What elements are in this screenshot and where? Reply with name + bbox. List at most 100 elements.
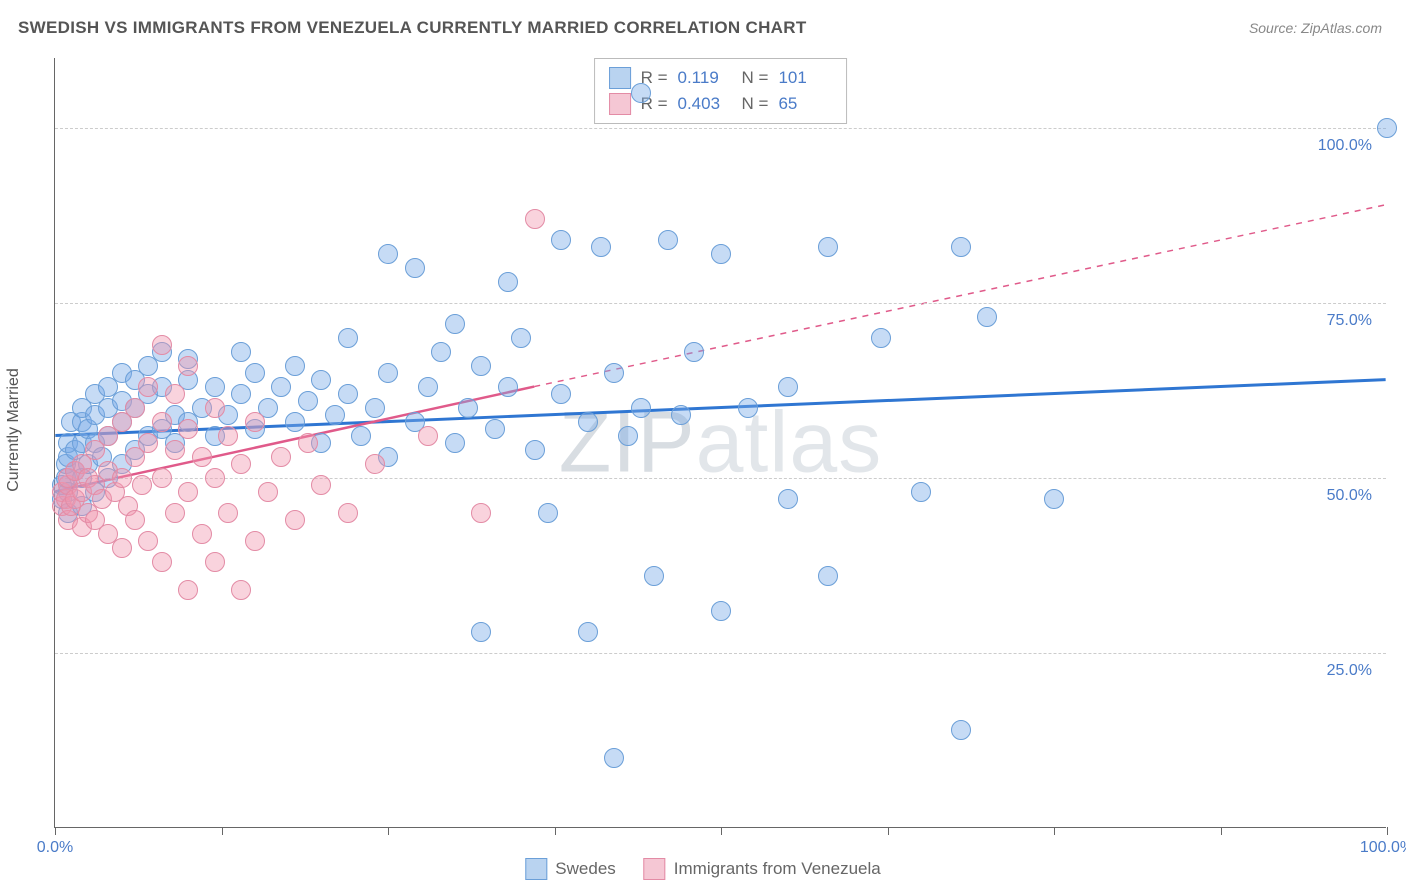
scatter-point (205, 377, 225, 397)
scatter-point (165, 384, 185, 404)
scatter-point (365, 398, 385, 418)
gridline (55, 653, 1386, 654)
scatter-point (951, 237, 971, 257)
scatter-point (231, 454, 251, 474)
scatter-point (311, 370, 331, 390)
scatter-point (738, 398, 758, 418)
scatter-point (471, 503, 491, 523)
y-tick-label: 25.0% (1327, 662, 1372, 680)
scatter-point (245, 531, 265, 551)
scatter-point (205, 468, 225, 488)
scatter-point (298, 433, 318, 453)
gridline (55, 128, 1386, 129)
scatter-point (525, 440, 545, 460)
scatter-point (471, 356, 491, 376)
scatter-point (711, 601, 731, 621)
scatter-point (911, 482, 931, 502)
scatter-point (271, 447, 291, 467)
legend-swatch (525, 858, 547, 880)
scatter-point (405, 258, 425, 278)
scatter-point (138, 531, 158, 551)
scatter-point (152, 552, 172, 572)
scatter-point (778, 489, 798, 509)
scatter-point (351, 426, 371, 446)
x-tick (721, 827, 722, 835)
scatter-point (445, 433, 465, 453)
legend-n-value: 101 (778, 68, 832, 88)
scatter-point (604, 748, 624, 768)
scatter-point (458, 398, 478, 418)
scatter-point (132, 475, 152, 495)
source-attribution: Source: ZipAtlas.com (1249, 20, 1382, 36)
y-tick-label: 50.0% (1327, 487, 1372, 505)
x-tick (55, 827, 56, 835)
scatter-point (245, 412, 265, 432)
scatter-point (1044, 489, 1064, 509)
scatter-point (112, 538, 132, 558)
legend-swatch (609, 93, 631, 115)
scatter-point (338, 503, 358, 523)
scatter-point (525, 209, 545, 229)
scatter-point (165, 503, 185, 523)
scatter-point (604, 363, 624, 383)
gridline (55, 303, 1386, 304)
scatter-point (112, 468, 132, 488)
x-tick-label: 0.0% (37, 839, 73, 857)
scatter-point (551, 384, 571, 404)
scatter-point (271, 377, 291, 397)
scatter-point (192, 447, 212, 467)
scatter-point (684, 342, 704, 362)
x-tick (555, 827, 556, 835)
scatter-point (711, 244, 731, 264)
scatter-point (285, 356, 305, 376)
scatter-point (285, 510, 305, 530)
scatter-point (338, 328, 358, 348)
scatter-point (152, 412, 172, 432)
legend-r-value: 0.119 (678, 68, 732, 88)
legend-n-label: N = (742, 68, 769, 88)
scatter-point (205, 398, 225, 418)
scatter-point (258, 482, 278, 502)
scatter-point (818, 237, 838, 257)
plot-area: ZIPatlas R =0.119N =101R =0.403N =65 25.… (54, 58, 1386, 828)
legend-n-value: 65 (778, 94, 832, 114)
legend-swatch (644, 858, 666, 880)
scatter-point (178, 419, 198, 439)
scatter-point (418, 377, 438, 397)
scatter-point (578, 622, 598, 642)
series-legend-item: Swedes (525, 858, 615, 880)
series-legend: SwedesImmigrants from Venezuela (525, 858, 880, 880)
scatter-point (231, 384, 251, 404)
scatter-point (178, 482, 198, 502)
scatter-point (231, 342, 251, 362)
scatter-point (218, 426, 238, 446)
scatter-point (138, 377, 158, 397)
scatter-point (165, 440, 185, 460)
scatter-point (245, 363, 265, 383)
scatter-point (311, 475, 331, 495)
scatter-point (431, 342, 451, 362)
scatter-point (471, 622, 491, 642)
scatter-point (485, 419, 505, 439)
scatter-point (951, 720, 971, 740)
trend-lines-layer (55, 58, 1386, 827)
x-tick (1054, 827, 1055, 835)
scatter-point (658, 230, 678, 250)
scatter-point (205, 552, 225, 572)
scatter-point (551, 230, 571, 250)
scatter-point (152, 335, 172, 355)
legend-n-label: N = (742, 94, 769, 114)
y-axis-label: Currently Married (5, 368, 23, 492)
scatter-point (778, 377, 798, 397)
scatter-point (511, 328, 531, 348)
scatter-point (631, 83, 651, 103)
scatter-point (1377, 118, 1397, 138)
scatter-point (644, 566, 664, 586)
x-tick (888, 827, 889, 835)
scatter-point (125, 510, 145, 530)
scatter-point (285, 412, 305, 432)
scatter-point (192, 524, 212, 544)
scatter-point (378, 363, 398, 383)
scatter-point (178, 580, 198, 600)
scatter-point (325, 405, 345, 425)
